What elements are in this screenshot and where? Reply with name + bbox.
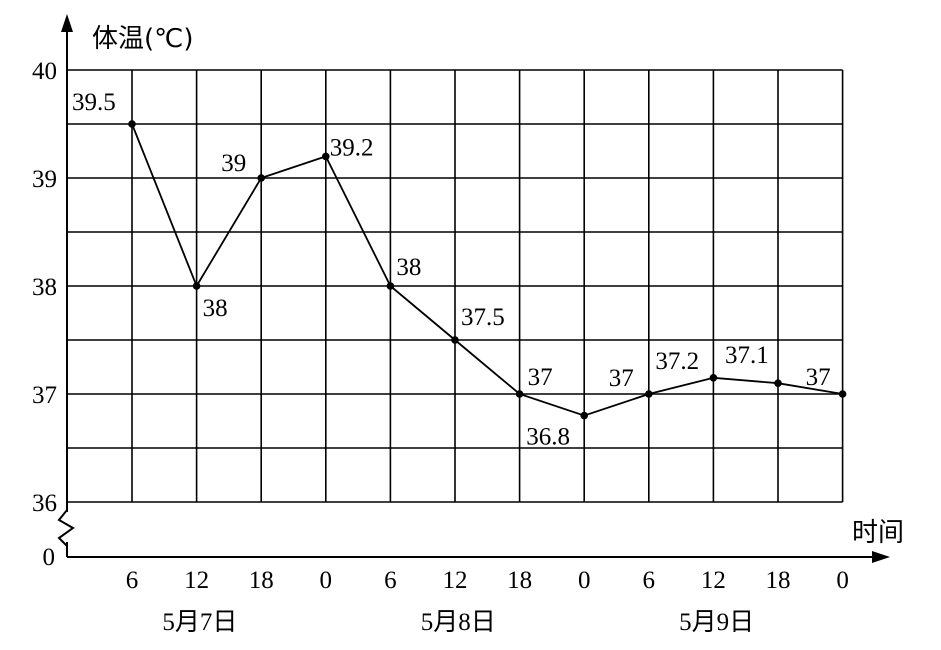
data-label: 37.2 (655, 348, 699, 375)
x-tick-label: 12 (184, 567, 209, 594)
data-point (386, 282, 395, 290)
data-point (192, 282, 201, 290)
x-tick-label: 0 (320, 567, 333, 594)
data-point (451, 336, 459, 344)
data-point (128, 120, 136, 128)
x-tick-label: 0 (836, 567, 849, 594)
data-label: 37 (806, 364, 831, 391)
data-label: 37 (528, 364, 553, 391)
axis-break-mark (57, 509, 75, 547)
data-label: 39.2 (330, 134, 374, 161)
x-tick-label: 6 (643, 567, 656, 594)
data-point (709, 374, 718, 382)
axes (57, 14, 890, 563)
y-tick-label: 37 (32, 382, 57, 409)
y-tick-label: 40 (32, 58, 57, 85)
y-axis-arrow (61, 14, 73, 32)
data-point (774, 379, 782, 388)
tick-labels: 36 37 38 39 40 0 6 12 18 0 6 12 18 0 6 12 18 0 5月7日 5月8日 5月9… (32, 58, 849, 636)
series (128, 120, 847, 420)
data-label: 37 (609, 365, 634, 392)
x-tick-label: 12 (443, 567, 468, 594)
x-tick-label: 18 (766, 567, 791, 594)
data-label: 36.8 (526, 424, 570, 451)
y-tick-label: 39 (32, 166, 57, 193)
data-point (322, 152, 330, 161)
x-tick-label: 18 (507, 567, 532, 594)
x-tick-label: 6 (384, 567, 397, 594)
data-point (580, 411, 588, 420)
data-point (838, 390, 847, 398)
date-label: 5月8日 (421, 609, 496, 636)
x-tick-label: 18 (249, 567, 274, 594)
y-axis-title: 体温(℃) (92, 24, 194, 54)
date-label: 5月9日 (679, 609, 754, 636)
y-tick-label-zero: 0 (43, 544, 56, 571)
y-tick-label: 36 (32, 490, 57, 517)
data-label: 37.5 (461, 304, 505, 331)
x-tick-label: 6 (126, 567, 139, 594)
data-labels: 39.5 38 39 39.2 38 37.5 37 36.8 37 37.2 37.1 37 (72, 89, 831, 451)
data-label: 38 (203, 295, 228, 322)
data-point (515, 390, 524, 398)
data-point (257, 174, 266, 182)
y-tick-label: 38 (32, 274, 57, 301)
data-label: 37.1 (725, 342, 769, 369)
grid (67, 69, 844, 503)
date-label: 5月7日 (162, 609, 237, 636)
x-tick-label: 12 (701, 567, 726, 594)
x-axis-title: 时间 (852, 518, 904, 548)
x-axis-arrow (872, 551, 890, 563)
data-label: 39 (221, 150, 246, 177)
x-tick-label: 0 (578, 567, 591, 594)
data-label: 38 (396, 254, 421, 281)
series-line (131, 123, 843, 417)
data-point (645, 390, 653, 398)
data-label: 39.5 (72, 89, 116, 116)
